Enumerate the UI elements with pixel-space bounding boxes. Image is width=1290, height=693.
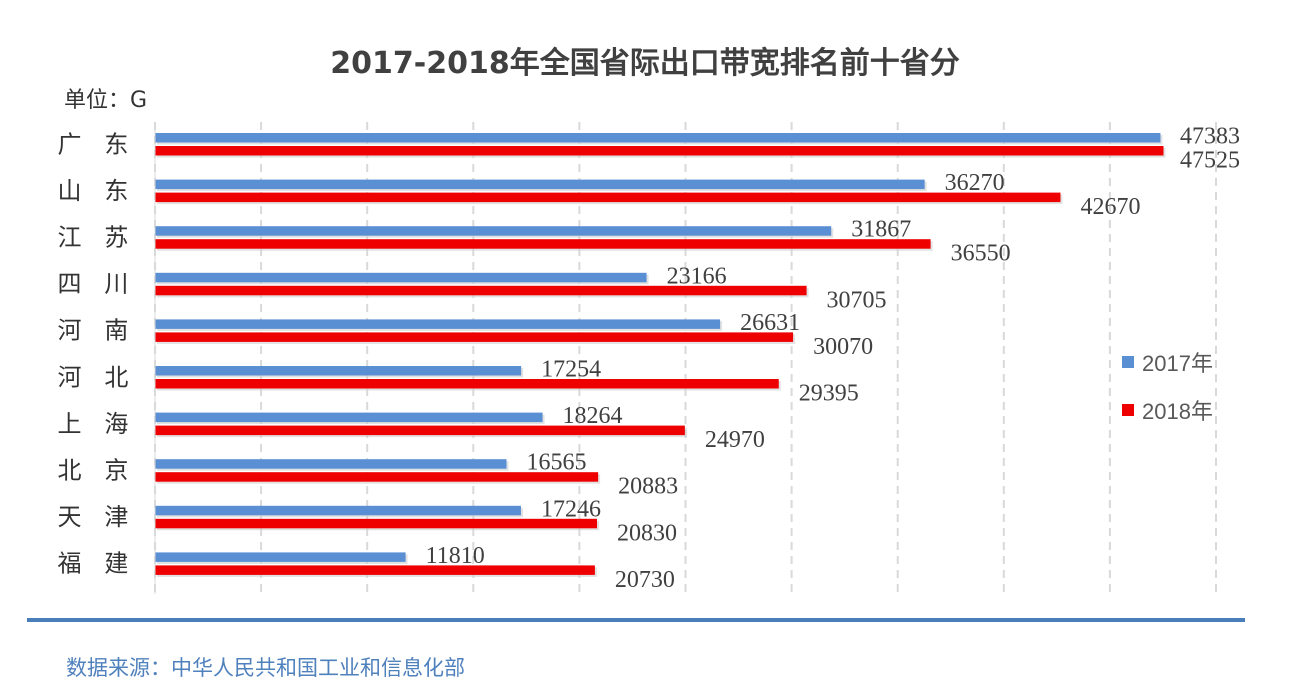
bar-2018 xyxy=(155,379,779,389)
source-note: 数据来源：中华人民共和国工业和信息化部 xyxy=(66,656,465,680)
bar-2018 xyxy=(155,146,1164,156)
chart-title: 2017-2018年全国省际出口带宽排名前十省分 xyxy=(330,46,960,81)
bar-2017 xyxy=(155,366,522,376)
bar-2018 xyxy=(155,425,685,436)
bar-2018 xyxy=(155,565,595,575)
bar-2018 xyxy=(155,332,794,342)
bar-2018 xyxy=(155,472,599,482)
bar-2017 xyxy=(155,272,647,283)
data-label: 36550 xyxy=(951,241,1011,267)
data-label: 11810 xyxy=(426,543,485,569)
data-label: 18264 xyxy=(563,403,623,429)
bar-2017 xyxy=(155,459,507,469)
bar-2017 xyxy=(155,179,925,190)
legend-item-2018: 2018年 xyxy=(1122,386,1213,434)
legend-label-2017: 2017年 xyxy=(1142,351,1213,376)
bar-2017 xyxy=(155,412,543,423)
data-label: 20830 xyxy=(617,520,677,546)
category-label: 山 东 xyxy=(58,177,129,205)
category-label: 四 川 xyxy=(58,270,129,298)
category-label: 广 东 xyxy=(58,130,129,158)
data-label: 20730 xyxy=(615,567,675,593)
data-label: 36270 xyxy=(945,170,1005,196)
category-label: 北 京 xyxy=(58,456,129,484)
data-label: 20883 xyxy=(618,474,678,500)
legend-swatch-2018 xyxy=(1122,404,1134,416)
legend-label-2018: 2018年 xyxy=(1142,399,1213,424)
category-label: 河 北 xyxy=(58,363,129,391)
bar-2017 xyxy=(155,226,832,236)
data-label: 29395 xyxy=(799,381,859,407)
data-label: 17254 xyxy=(541,357,601,383)
bar-2018 xyxy=(155,285,807,296)
data-label: 17246 xyxy=(541,496,601,522)
legend: 2017年 2018年 xyxy=(1122,338,1213,434)
data-label: 47383 xyxy=(1180,124,1240,150)
data-label: 16565 xyxy=(527,450,587,476)
data-label: 31867 xyxy=(851,217,911,243)
bar-2017 xyxy=(155,319,721,329)
legend-item-2017: 2017年 xyxy=(1122,338,1213,386)
unit-label: 单位：G xyxy=(64,88,148,113)
category-label: 天 津 xyxy=(58,503,129,531)
footer-divider xyxy=(27,618,1245,622)
bar-2017 xyxy=(155,505,521,516)
bar-2017 xyxy=(155,552,406,562)
legend-swatch-2017 xyxy=(1122,356,1134,368)
category-label: 福 建 xyxy=(58,550,129,578)
data-label: 42670 xyxy=(1080,194,1140,220)
data-label: 30705 xyxy=(827,287,887,313)
category-label: 河 南 xyxy=(58,317,129,345)
data-label: 47525 xyxy=(1180,148,1240,174)
bar-2017 xyxy=(155,133,1161,143)
data-label: 23166 xyxy=(667,263,727,289)
bar-2018 xyxy=(155,192,1061,203)
data-label: 30070 xyxy=(813,334,873,360)
data-label: 24970 xyxy=(705,427,765,453)
category-label: 上 海 xyxy=(58,410,129,438)
bar-2018 xyxy=(155,239,931,249)
bar-2018 xyxy=(155,518,598,529)
category-label: 江 苏 xyxy=(58,223,129,251)
data-label: 26631 xyxy=(740,310,800,336)
